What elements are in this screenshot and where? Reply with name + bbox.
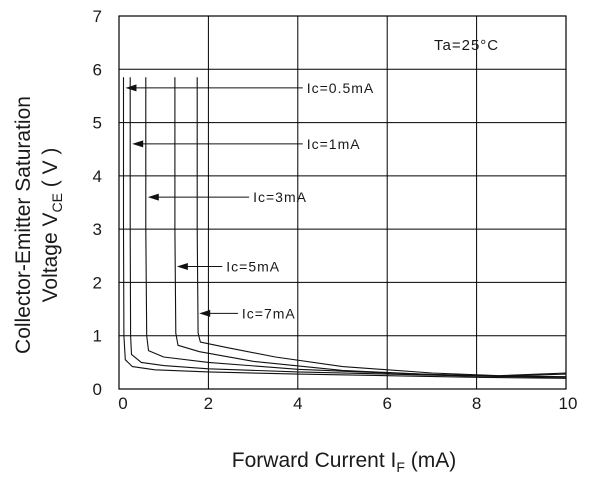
y-axis-title-line2: Voltage VCE ( V ) <box>39 148 65 303</box>
annotation-arrowhead <box>176 262 188 270</box>
annotation-arrowhead <box>147 193 159 201</box>
x-tick-label: 2 <box>204 394 213 413</box>
tick-labels: 0 2 4 6 8 10 0 1 2 3 4 5 6 7 <box>93 7 578 413</box>
annotation-arrowhead <box>125 84 137 92</box>
series-line <box>174 77 567 377</box>
y-tick-label: 3 <box>93 220 102 239</box>
series-line <box>196 77 567 377</box>
series-label: Ic=0.5mA <box>307 80 375 96</box>
plot-frame <box>118 15 567 390</box>
series-label: Ic=7mA <box>242 305 296 321</box>
x-tick-label: 8 <box>472 394 481 413</box>
series-line <box>129 77 567 378</box>
y-tick-label: 1 <box>93 327 102 346</box>
y-tick-label: 0 <box>93 380 102 399</box>
series-label: Ic=1mA <box>307 136 361 152</box>
y-tick-label: 6 <box>93 60 102 79</box>
y-axis-title: Collector-Emitter Saturation Voltage VCE… <box>12 96 65 354</box>
x-tick-label: 4 <box>293 394 302 413</box>
series-label: Ic=3mA <box>253 189 307 205</box>
y-tick-label: 2 <box>93 273 102 292</box>
series-annotations: Ic=0.5mA Ic=1mA Ic=3mA Ic=5mA Ic=7mA <box>125 80 375 321</box>
annotation-arrowhead <box>199 309 211 317</box>
series-curves <box>122 77 567 379</box>
y-tick-label: 4 <box>93 167 102 186</box>
condition-label: Ta=25°C <box>434 37 499 54</box>
y-tick-label: 7 <box>93 7 102 26</box>
grid <box>118 15 567 390</box>
y-tick-label: 5 <box>93 114 102 133</box>
annotation-arrowhead <box>132 140 144 148</box>
series-line <box>122 77 567 379</box>
x-tick-label: 10 <box>559 394 578 413</box>
series-label: Ic=5mA <box>226 258 280 274</box>
x-tick-label: 0 <box>118 394 127 413</box>
x-axis-title: Forward Current IF (mA) <box>232 449 456 475</box>
x-tick-label: 6 <box>382 394 391 413</box>
y-axis-title-line1: Collector-Emitter Saturation <box>12 96 35 354</box>
